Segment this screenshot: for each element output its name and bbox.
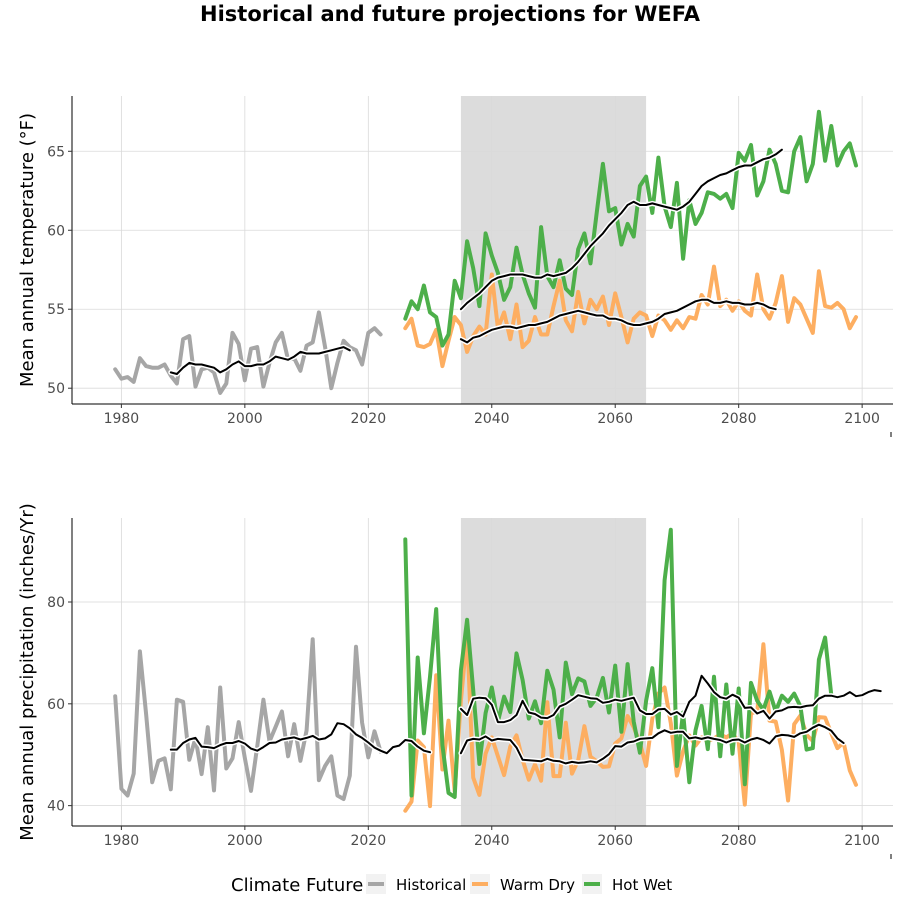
precipitation-y-axis-label: Mean annual precipitation (inches/Yr) [17,503,38,841]
temperature-x-tick-label: 2100 [844,411,880,427]
temperature-x-tick-label: 2020 [350,411,386,427]
temperature-y-tick-label: 50 [47,381,65,397]
temperature-x-tick-label: 2040 [474,411,510,427]
precipitation-smooth-line-4 [459,723,845,765]
temperature-smooth-line-4 [459,298,777,344]
precipitation-period-band [460,518,647,826]
precipitation-x-tick-label: 2040 [474,833,510,849]
legend-title: Climate Future [231,875,363,896]
temperature-y-axis-label: Mean annual temperature (°F) [17,113,38,387]
precipitation-smooth-line-3 [169,722,431,755]
temperature-smooth-line-3 [169,346,351,375]
precipitation-x-tick-label: 2000 [227,833,263,849]
precipitation-x-tick-label: 1980 [104,833,140,849]
precipitation-series-warm-dry [403,632,858,813]
temperature-x-tick-label: 1980 [104,411,140,427]
temperature-x-tick-label: 2080 [721,411,757,427]
temperature-y-tick-label: 60 [47,223,65,239]
precipitation-y-tick-label: 80 [47,595,65,611]
legend-label-warm-dry: Warm Dry [500,876,575,894]
legend: Climate Future Historical Warm Dry Hot Wet [231,874,672,896]
precipitation-series-historical [113,637,383,801]
temperature-series-warm-dry [403,264,858,369]
chart-title: Historical and future projections for WE… [200,2,701,26]
legend-label-hot-wet: Hot Wet [612,876,672,894]
temperature-panel: 1980 2000 2020 2040 2060 2080 2100 50 55 60 65 Mean… [17,96,893,437]
temperature-x-tick-label: 2060 [597,411,633,427]
precipitation-panel: 1980 2000 2020 2040 2060 2080 2100 40 60 80 Mean a… [17,503,893,859]
precipitation-x-tick-label: 2060 [597,833,633,849]
temperature-x-tick-label: 2000 [227,411,263,427]
temperature-smooth-line-5 [459,148,783,311]
precipitation-smooth-line-5 [459,674,882,724]
precipitation-x-tick-label: 2100 [844,833,880,849]
precipitation-x-tick-label: 2020 [350,833,386,849]
precipitation-y-tick-label: 60 [47,697,65,713]
legend-label-historical: Historical [396,876,466,894]
temperature-series-historical [113,310,383,395]
precipitation-x-tick-label: 2080 [721,833,757,849]
temperature-y-tick-label: 65 [47,144,65,160]
temperature-y-tick-label: 55 [47,302,65,318]
precipitation-y-tick-label: 40 [47,799,65,815]
